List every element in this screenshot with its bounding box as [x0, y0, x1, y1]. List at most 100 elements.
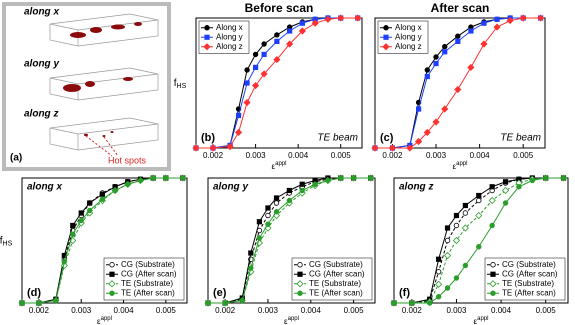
marker [435, 269, 442, 275]
marker [443, 251, 452, 260]
marker [506, 17, 514, 25]
hot-spot [63, 84, 81, 92]
legend-marker [204, 34, 210, 40]
marker [560, 175, 567, 181]
x-tick-label: 0.003 [446, 306, 467, 315]
legend-marker [490, 290, 496, 296]
x-axis-label-sup: appl [288, 316, 299, 322]
marker [112, 187, 118, 194]
chart-panel: 0.002 0.003 0.004 0.005 εappl (f) along z CG (S… [390, 174, 569, 325]
marker [150, 175, 156, 181]
marker [260, 70, 268, 78]
marker [452, 236, 461, 245]
marker [371, 144, 379, 152]
annotation: along x [27, 182, 62, 193]
marker [441, 105, 449, 113]
marker [493, 23, 501, 31]
legend-marker [383, 34, 389, 40]
callout-arrow [85, 135, 113, 157]
marker [502, 179, 509, 185]
marker [99, 191, 105, 197]
marker [222, 300, 228, 306]
marker [467, 63, 475, 71]
marker [481, 20, 487, 26]
marker [226, 143, 234, 151]
marker [453, 275, 460, 281]
box-z [49, 117, 159, 151]
marker [252, 82, 260, 90]
hot-spot [102, 135, 106, 137]
panel-label: (f) [399, 287, 410, 299]
marker [350, 175, 357, 181]
x-tick-label: 0.005 [344, 306, 365, 315]
y-axis-label: fHS [174, 78, 187, 90]
marker [53, 297, 59, 304]
hot-spot [123, 77, 133, 81]
marker [205, 300, 211, 306]
marker [243, 98, 251, 107]
marker [433, 54, 439, 60]
legend-marker [109, 271, 115, 277]
legend-label: TE (Substrate) [309, 279, 361, 288]
panel-a-label-z: along z [24, 109, 58, 120]
marker [235, 112, 242, 119]
marker [444, 237, 451, 244]
marker [248, 265, 254, 271]
plot-frame [207, 177, 376, 304]
marker [19, 300, 25, 306]
marker [286, 197, 293, 204]
marker [78, 217, 84, 224]
annotation: TE beam [500, 133, 541, 144]
annotation: TE beam [317, 133, 358, 144]
marker [442, 43, 448, 50]
marker [70, 231, 76, 237]
y-axis-label-sub: HS [3, 240, 13, 247]
x-tick-label: 0.002 [29, 306, 50, 315]
x-axis-label-base: ε [474, 317, 478, 325]
panel-a-tag: (a) [10, 153, 22, 164]
x-axis-label-sup: appl [477, 316, 488, 322]
y-axis-label-base: f [174, 78, 177, 89]
plot-frame [21, 177, 188, 304]
marker [537, 14, 545, 22]
x-axis-label-base: ε [453, 162, 457, 171]
chart-title: After scan [431, 1, 490, 15]
x-axis-label-sup: appl [275, 161, 286, 167]
marker [338, 175, 344, 181]
plot-frame [393, 177, 569, 304]
x-tick-label: 0.002 [402, 306, 423, 315]
legend-label: CG (Substrate) [309, 260, 363, 269]
legend-marker [109, 290, 115, 296]
marker [424, 67, 431, 73]
legend-marker [108, 280, 116, 288]
panel-a-label-x: along x [24, 7, 59, 18]
marker [256, 219, 262, 225]
marker [298, 27, 306, 35]
marker [423, 128, 431, 136]
panel-a: along x along y along z (a) Hot spots [2, 2, 171, 171]
x-tick-label: 0.002 [203, 151, 224, 160]
hot-spot [85, 81, 95, 87]
marker [86, 207, 93, 214]
hot-spot [90, 27, 102, 33]
marker [337, 14, 345, 22]
marker [287, 28, 293, 34]
x-axis-label: εappl [453, 161, 468, 172]
marker [462, 202, 468, 209]
marker [180, 175, 186, 181]
marker [299, 181, 305, 187]
marker [444, 225, 451, 231]
marker [163, 175, 169, 181]
marker [325, 177, 331, 184]
x-tick-label: 0.003 [71, 306, 92, 315]
y-axis-label-base: f [0, 235, 3, 246]
legend-label: CG (Substrate) [121, 260, 175, 269]
marker [261, 51, 267, 58]
hot-spot [111, 24, 125, 30]
marker [192, 144, 200, 152]
marker [442, 49, 448, 55]
marker [489, 184, 495, 190]
panel-label: (b) [201, 132, 215, 144]
marker [273, 200, 280, 206]
x-tick-label: 0.005 [513, 151, 534, 160]
